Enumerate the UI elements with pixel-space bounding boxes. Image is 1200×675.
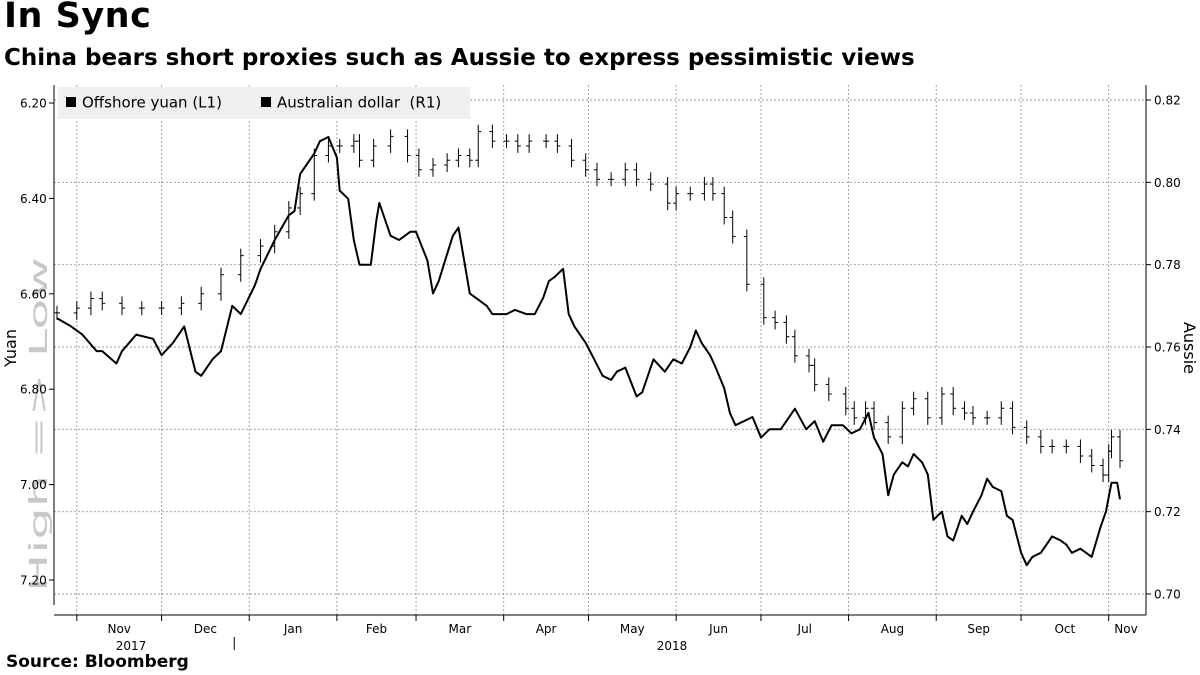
chart-area: Offshore yuan (L1) Australian dollar (R1… xyxy=(1,85,1199,651)
left-tick-label: 6.20 xyxy=(20,97,47,111)
right-tick-label: 0.76 xyxy=(1154,341,1181,355)
year-label: 2018 xyxy=(657,639,688,650)
legend-label-aud: Australian dollar (R1) xyxy=(277,94,441,112)
data-marks xyxy=(54,124,1123,567)
legend-swatch-aud xyxy=(261,97,271,107)
x-tick-label: Feb xyxy=(366,622,387,636)
left-tick-label: 6.40 xyxy=(20,192,47,206)
gridlines xyxy=(54,85,1146,615)
x-tick-label: Mar xyxy=(449,622,472,636)
x-tick-label: Dec xyxy=(194,622,217,636)
direction-watermark: High => Low xyxy=(24,257,53,592)
left-tick-label: 7.20 xyxy=(20,574,47,588)
x-tick-label: Apr xyxy=(536,622,557,636)
left-tick-label: 7.00 xyxy=(20,478,47,492)
legend: Offshore yuan (L1) Australian dollar (R1… xyxy=(58,87,470,119)
left-tick-label: 6.60 xyxy=(20,287,47,301)
right-tick-label: 0.82 xyxy=(1154,94,1181,108)
right-axis-label: Aussie xyxy=(1180,322,1199,374)
right-tick-label: 0.74 xyxy=(1154,423,1181,437)
x-tick-label: Jul xyxy=(797,622,812,636)
x-tick-label: Jun xyxy=(708,622,728,636)
x-tick-label: Sep xyxy=(967,622,990,636)
source-note: Source: Bloomberg xyxy=(6,652,189,672)
chart-title: In Sync xyxy=(4,0,152,36)
legend-label-yuan: Offshore yuan (L1) xyxy=(82,94,222,112)
yuan-series xyxy=(54,124,1123,483)
x-tick-label: May xyxy=(620,622,645,636)
right-tick-label: 0.72 xyxy=(1154,505,1181,519)
x-tick-label: Nov xyxy=(1114,622,1137,636)
tick-labels: 0.82 0.80 0.78 0.76 0.74 0.72 0.70 6.20 6.40 6.60… xyxy=(20,94,1181,651)
legend-swatch-yuan xyxy=(66,97,76,107)
right-tick-label: 0.80 xyxy=(1154,176,1181,190)
x-tick-label: Nov xyxy=(107,622,130,636)
x-tick-label: Aug xyxy=(881,622,904,636)
aud-series-line xyxy=(56,136,1121,567)
chart-subtitle: China bears short proxies such as Aussie… xyxy=(4,45,915,71)
x-tick-label: Jan xyxy=(283,622,303,636)
left-tick-label: 6.80 xyxy=(20,383,47,397)
left-axis-label: Yuan xyxy=(1,329,20,368)
x-tick-label: Oct xyxy=(1054,622,1075,636)
right-tick-label: 0.78 xyxy=(1154,258,1181,272)
right-tick-label: 0.70 xyxy=(1154,588,1181,602)
year-label: 2017 xyxy=(116,639,147,650)
axes xyxy=(49,85,1151,650)
